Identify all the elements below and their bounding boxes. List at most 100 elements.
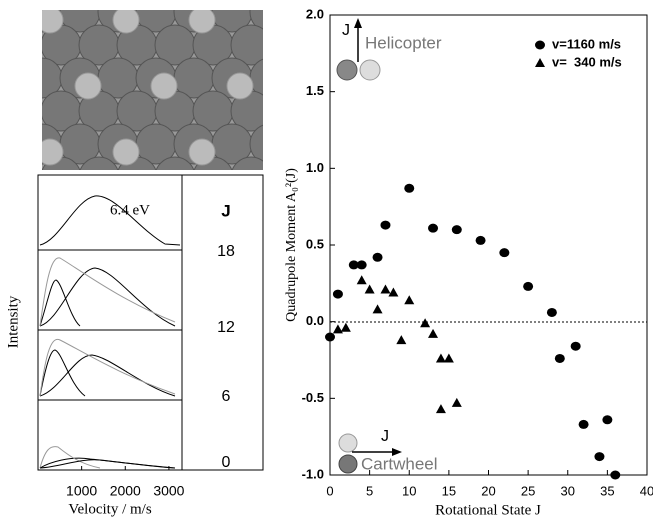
y-axis-label: Quadrupole Moment A₀²(J) <box>284 168 299 322</box>
circle-marker <box>610 470 621 480</box>
circle-marker <box>554 353 565 363</box>
surface-atom <box>307 25 347 65</box>
x-axis-label: Rotational State J <box>435 502 541 518</box>
x-tick-label: 40 <box>640 483 653 498</box>
surface-atom <box>230 24 263 66</box>
annotation: J <box>381 428 389 445</box>
x-axis-label: Velocity / m/s <box>68 501 151 517</box>
y-tick-label: 1.0 <box>306 160 324 175</box>
circle-marker <box>570 341 581 351</box>
circle-marker <box>380 220 391 230</box>
cartwheel-sketch <box>338 433 402 474</box>
curve <box>39 459 176 469</box>
row-label: 6 <box>222 388 231 405</box>
curve <box>39 279 81 327</box>
circle-marker <box>578 419 589 429</box>
x-tick-label: 20 <box>481 483 495 498</box>
helicopter-sketch <box>336 18 381 81</box>
curve <box>39 338 176 397</box>
triangle-marker <box>535 58 545 67</box>
y-tick-label: 0.0 <box>306 313 324 328</box>
circle-marker <box>602 415 613 425</box>
legend-label: v=1160 m/s <box>552 36 621 51</box>
annotation: Helicopter <box>365 33 442 52</box>
y-tick-label: 1.5 <box>306 83 324 98</box>
adsorbate-atom <box>265 139 291 165</box>
circle-marker <box>428 223 439 233</box>
curve <box>39 446 101 469</box>
triangle-marker <box>396 335 407 345</box>
curve <box>39 354 176 397</box>
x-tick-label: 3000 <box>153 483 184 499</box>
surface-atom <box>249 124 263 164</box>
circle-marker <box>356 260 367 270</box>
triangle-marker <box>372 304 383 314</box>
x-tick-label: 1000 <box>66 483 97 499</box>
y-tick-label: -0.5 <box>302 390 324 405</box>
adsorbate-atom <box>112 138 140 166</box>
y-tick-label: -1.0 <box>302 466 324 481</box>
triangle-marker <box>332 324 343 334</box>
surface-atom <box>288 124 328 164</box>
adsorbate-atom <box>42 10 64 34</box>
x-tick-label: 15 <box>442 483 456 498</box>
circle-marker <box>332 289 343 299</box>
triangle-marker <box>356 275 367 285</box>
circle-marker <box>475 235 486 245</box>
x-tick-label: 0 <box>326 483 333 498</box>
circle-marker <box>499 248 510 258</box>
circle-marker <box>535 40 545 50</box>
circle-marker <box>546 307 557 317</box>
x-tick-label: 5 <box>366 483 373 498</box>
triangle-marker <box>364 284 375 294</box>
curve <box>39 349 86 397</box>
x-tick-label: 30 <box>561 483 575 498</box>
y-axis-label: Intensity <box>5 295 21 348</box>
velocity-panels <box>37 174 264 471</box>
x-tick-label: 35 <box>600 483 614 498</box>
atom <box>338 433 358 453</box>
circle-marker <box>404 183 415 193</box>
surface-atom <box>269 25 309 65</box>
x-tick-label: 10 <box>402 483 416 498</box>
circle-marker <box>523 281 534 291</box>
annotation: 6.4 eV <box>110 202 150 218</box>
row-label: 18 <box>217 243 235 260</box>
x-tick-label: 2000 <box>110 483 141 499</box>
column-header: J <box>221 201 230 220</box>
arrow-head <box>354 18 362 28</box>
circle-marker <box>348 260 359 270</box>
adsorbate-atom <box>74 72 102 100</box>
circle-marker <box>372 252 383 262</box>
y-tick-label: 0.5 <box>306 236 324 251</box>
triangle-marker <box>451 397 462 407</box>
triangle-marker <box>443 353 454 363</box>
curve <box>39 257 176 327</box>
atom <box>359 59 381 81</box>
triangle-marker <box>435 353 446 363</box>
adsorbate-atom <box>188 10 216 34</box>
triangle-marker <box>435 404 446 414</box>
surface-atom <box>269 91 309 131</box>
curve <box>39 195 181 246</box>
surface-atom <box>79 156 119 170</box>
atom <box>336 59 358 81</box>
triangle-marker <box>428 328 439 338</box>
panel-frame <box>37 174 264 471</box>
triangle-marker <box>340 322 351 332</box>
x-tick-label: 25 <box>521 483 535 498</box>
legend-label: v= 340 m/s <box>552 54 622 69</box>
plot-frame <box>329 14 648 476</box>
surface-atom <box>155 156 195 170</box>
surface-atoms <box>42 7 347 170</box>
surface-atom <box>249 10 263 32</box>
y-tick-label: 2.0 <box>306 6 324 21</box>
triangle-marker <box>420 318 431 328</box>
adsorbate-atom <box>42 138 64 166</box>
adsorbate-atom <box>265 7 291 33</box>
adsorbate-atom <box>188 138 216 166</box>
curve <box>39 267 176 327</box>
adsorbate-atom <box>150 72 178 100</box>
circle-marker <box>325 332 335 342</box>
arrow-head <box>392 448 402 456</box>
